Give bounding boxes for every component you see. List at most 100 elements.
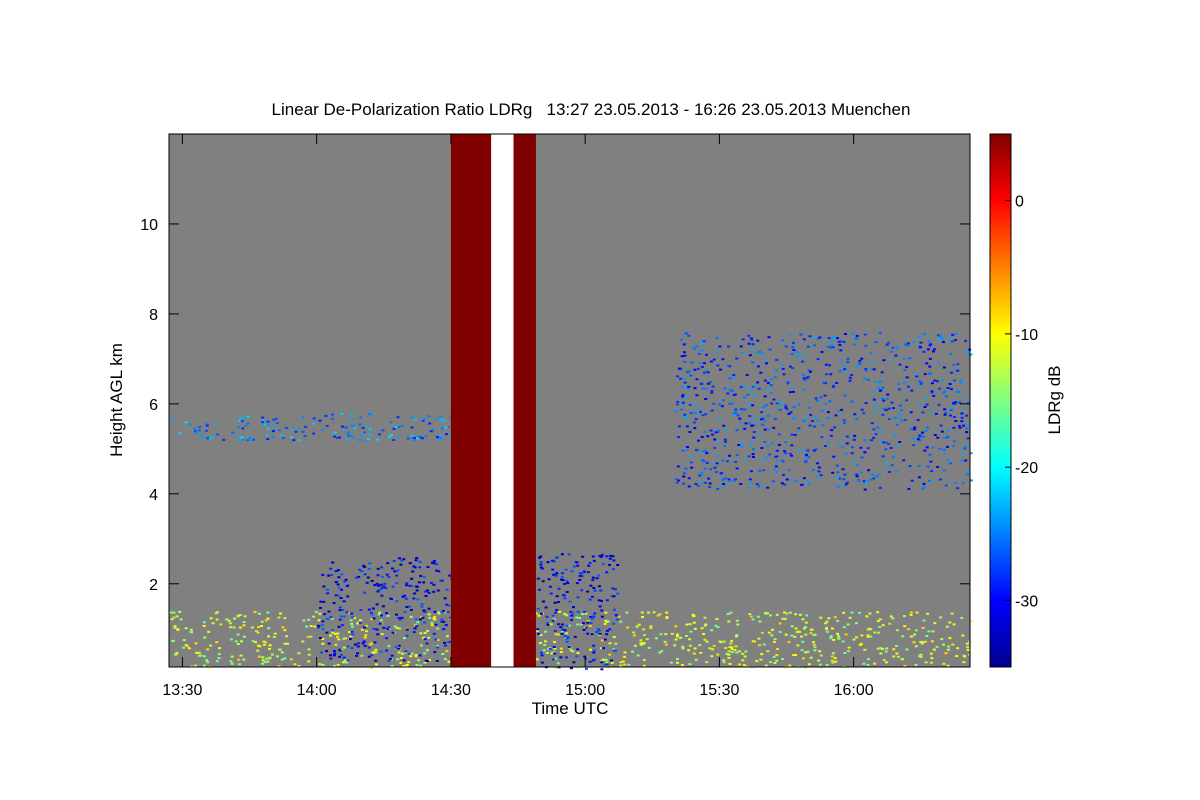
feature-pixel — [909, 613, 913, 616]
feature-pixel — [327, 574, 331, 577]
feature-pixel — [396, 436, 400, 438]
feature-pixel — [826, 416, 830, 419]
feature-pixel — [782, 373, 786, 376]
feature-pixel — [912, 444, 916, 447]
feature-pixel — [589, 622, 593, 624]
feature-pixel — [709, 468, 713, 471]
feature-pixel — [430, 621, 434, 624]
feature-pixel — [686, 387, 690, 390]
feature-pixel — [440, 620, 444, 623]
feature-pixel — [917, 476, 921, 479]
feature-pixel — [819, 654, 823, 657]
feature-pixel — [876, 647, 880, 650]
feature-pixel — [356, 621, 360, 624]
feature-pixel — [675, 661, 679, 664]
feature-pixel — [732, 374, 736, 376]
feature-pixel — [612, 622, 616, 625]
feature-pixel — [878, 331, 882, 334]
feature-pixel — [347, 431, 351, 434]
feature-pixel — [702, 340, 706, 343]
feature-pixel — [418, 560, 422, 563]
feature-pixel — [341, 609, 345, 612]
feature-pixel — [700, 436, 704, 438]
feature-pixel — [551, 614, 555, 617]
feature-pixel — [706, 435, 710, 438]
feature-pixel — [559, 656, 563, 659]
feature-pixel — [325, 631, 329, 634]
feature-pixel — [555, 609, 559, 611]
feature-pixel — [821, 424, 825, 427]
feature-pixel — [536, 630, 540, 633]
feature-pixel — [396, 569, 400, 572]
feature-pixel — [769, 614, 772, 617]
feature-pixel — [703, 431, 707, 434]
feature-pixel — [959, 379, 963, 382]
feature-pixel — [380, 633, 384, 636]
feature-pixel — [658, 651, 662, 654]
feature-pixel — [804, 461, 808, 464]
feature-pixel — [865, 615, 869, 618]
feature-pixel — [419, 644, 423, 647]
feature-pixel — [836, 471, 840, 474]
feature-pixel — [918, 345, 922, 348]
feature-pixel — [642, 634, 646, 637]
feature-pixel — [722, 659, 726, 662]
feature-pixel — [397, 616, 401, 619]
feature-pixel — [362, 640, 366, 643]
feature-pixel — [361, 642, 365, 645]
feature-pixel — [684, 467, 688, 470]
feature-pixel — [905, 648, 909, 651]
feature-pixel — [704, 387, 708, 390]
feature-pixel — [842, 421, 846, 424]
feature-pixel — [750, 347, 754, 350]
feature-pixel — [794, 654, 798, 656]
feature-pixel — [965, 444, 969, 447]
feature-pixel — [385, 612, 388, 615]
feature-3-precipitation-fall-streaks — [536, 553, 620, 671]
feature-pixel — [706, 382, 710, 385]
feature-pixel — [641, 616, 644, 618]
feature-pixel — [946, 664, 950, 667]
feature-pixel — [960, 459, 964, 462]
feature-pixel — [700, 480, 704, 482]
feature-pixel — [812, 633, 816, 636]
feature-pixel — [775, 402, 779, 405]
feature-pixel — [863, 333, 867, 336]
feature-pixel — [748, 415, 752, 418]
feature-pixel — [389, 434, 393, 437]
feature-pixel — [696, 484, 700, 487]
feature-pixel — [854, 337, 858, 340]
feature-pixel — [368, 413, 371, 416]
feature-pixel — [395, 574, 399, 577]
feature-pixel — [893, 416, 897, 419]
feature-pixel — [368, 562, 372, 565]
feature-pixel — [698, 362, 702, 365]
feature-pixel — [676, 465, 680, 468]
feature-pixel — [962, 424, 966, 427]
feature-pixel — [426, 566, 430, 569]
feature-pixel — [233, 617, 237, 620]
feature-pixel — [692, 421, 696, 424]
feature-pixel — [807, 406, 811, 409]
feature-pixel — [639, 643, 643, 646]
feature-pixel — [370, 654, 374, 657]
feature-pixel — [337, 594, 341, 597]
feature-pixel — [688, 638, 692, 641]
feature-pixel — [853, 413, 857, 416]
feature-pixel — [241, 438, 245, 441]
feature-pixel — [379, 650, 383, 653]
feature-pixel — [780, 363, 784, 366]
feature-pixel — [873, 631, 877, 634]
feature-pixel — [708, 381, 712, 384]
feature-pixel — [597, 628, 600, 631]
feature-pixel — [570, 570, 574, 573]
feature-pixel — [775, 358, 779, 361]
feature-pixel — [364, 624, 368, 627]
feature-pixel — [847, 437, 851, 440]
feature-pixel — [184, 627, 188, 630]
feature-pixel — [337, 625, 341, 628]
feature-pixel — [807, 456, 811, 459]
feature-pixel — [444, 433, 448, 436]
feature-pixel — [232, 626, 236, 629]
feature-pixel — [365, 581, 369, 584]
